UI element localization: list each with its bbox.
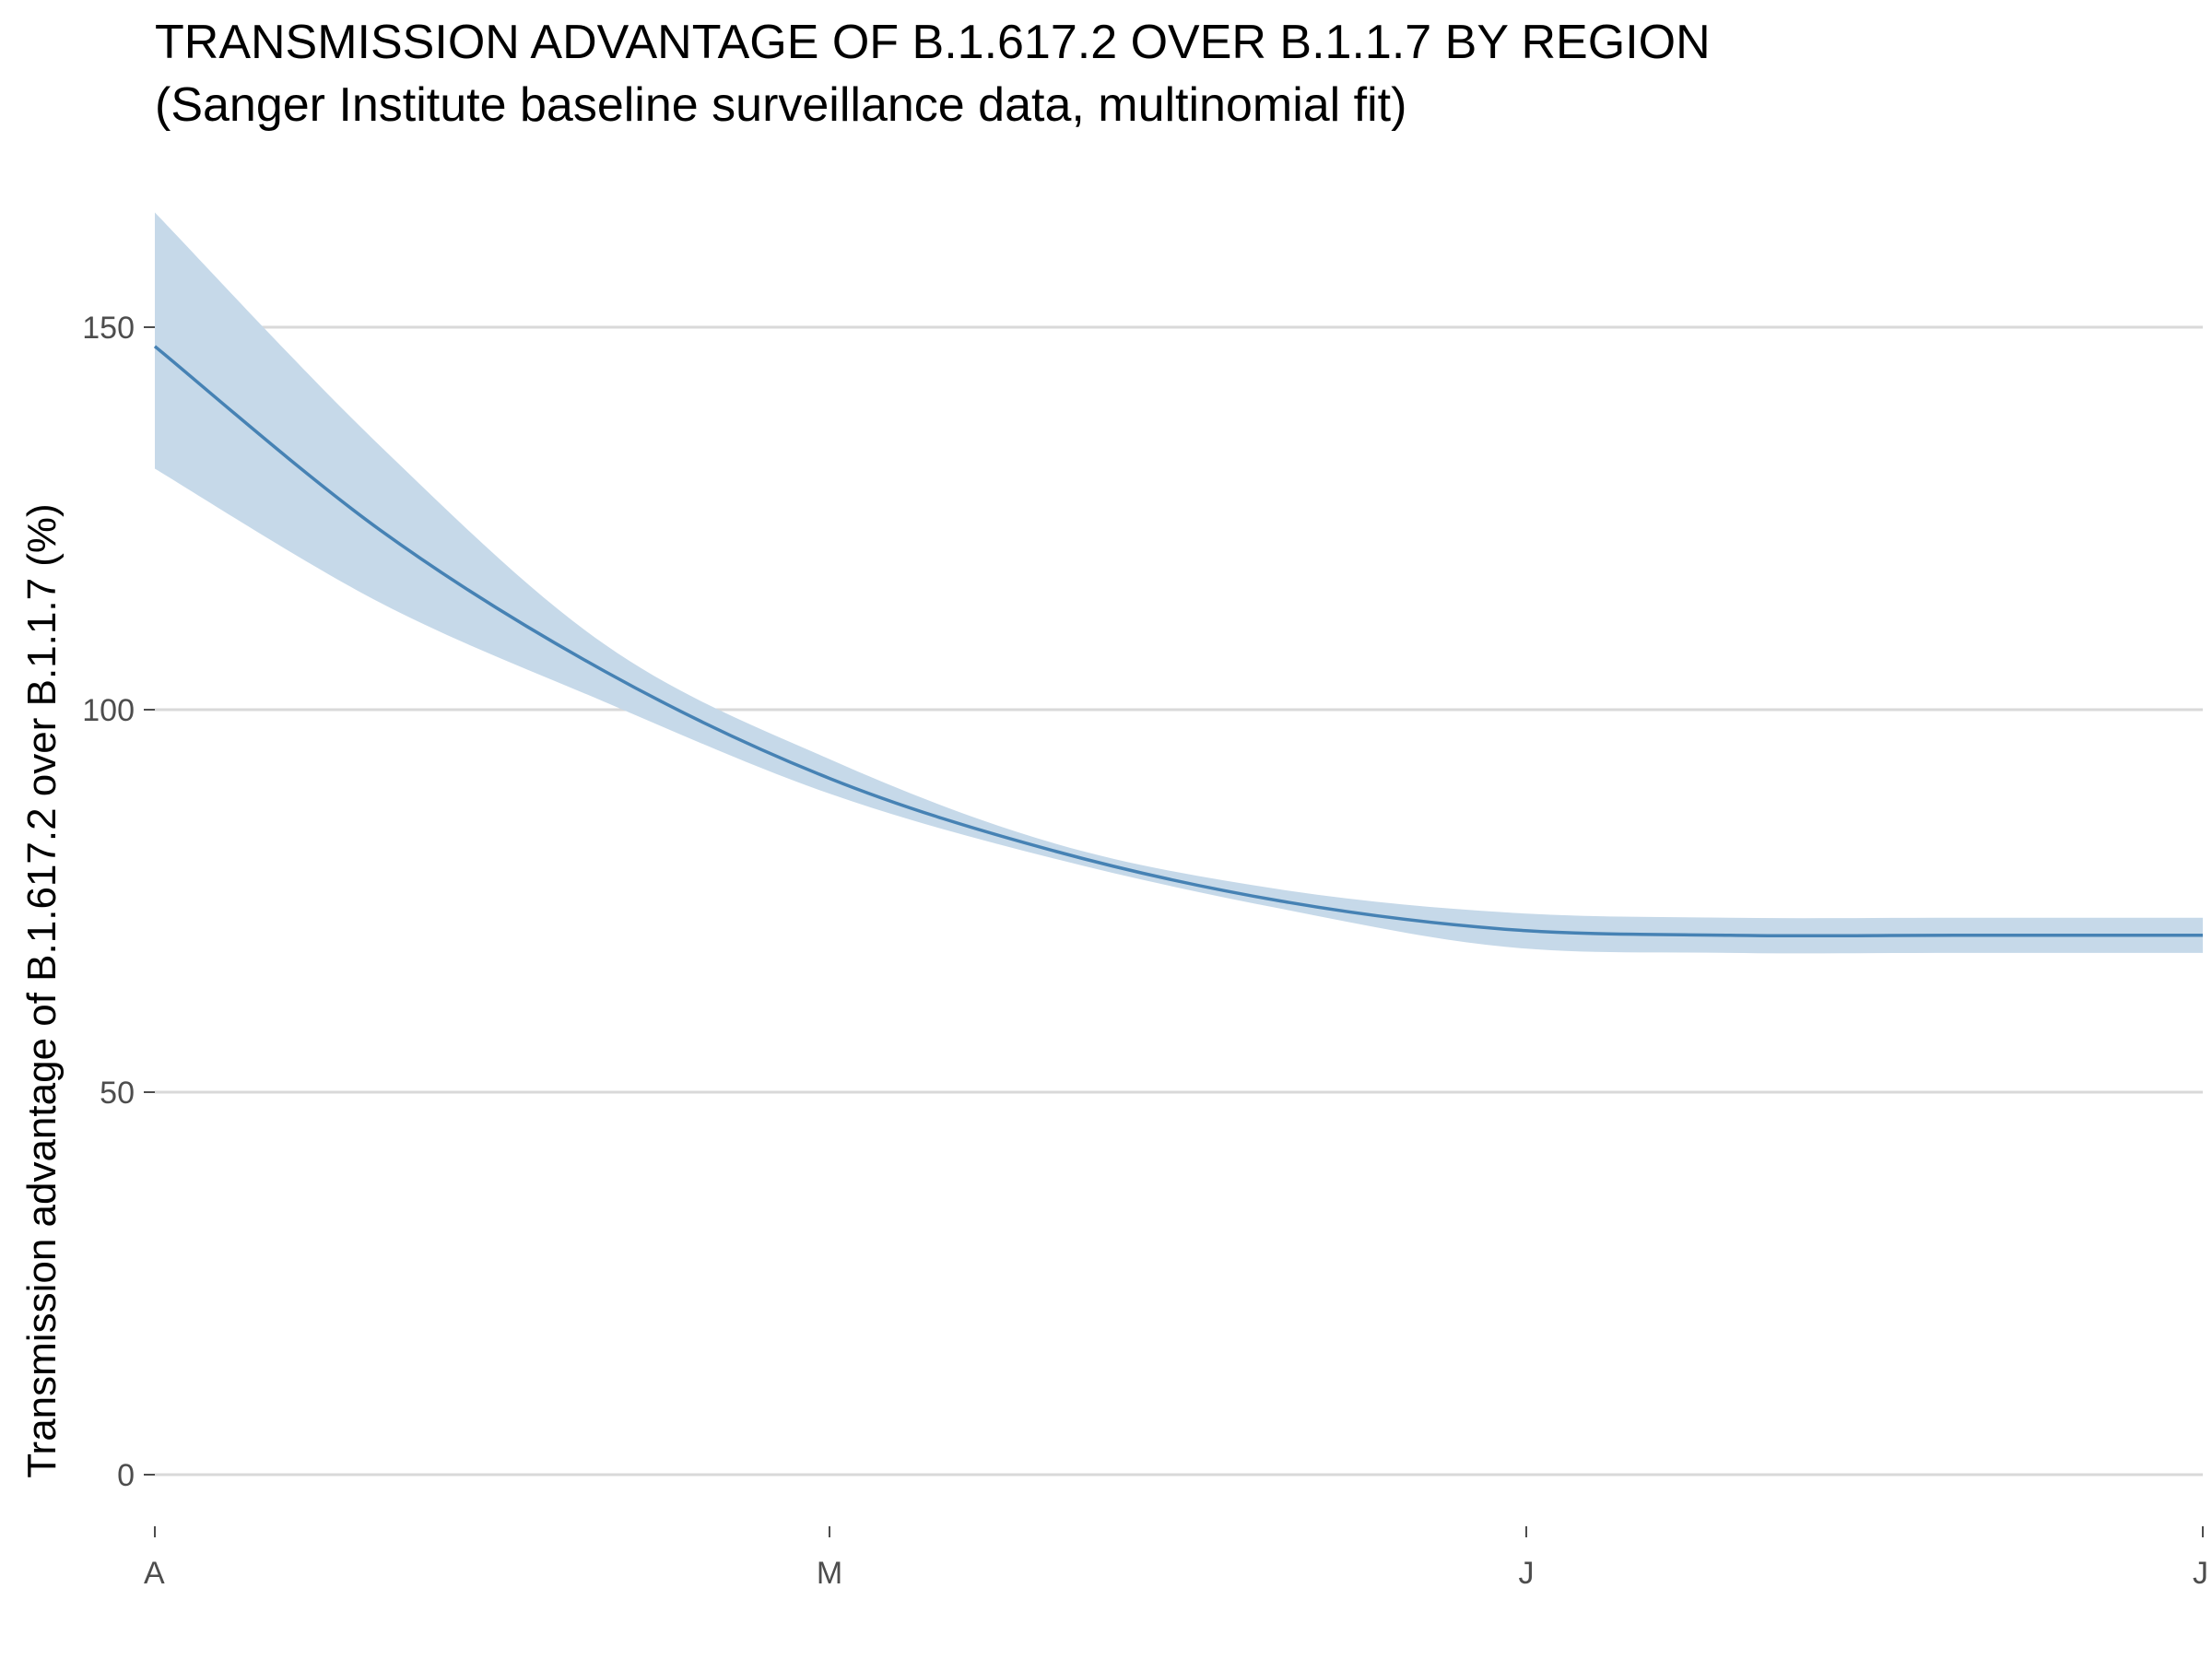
confidence-band-layer	[155, 212, 2203, 954]
y-tick-label: 150	[82, 311, 135, 346]
series-line-layer	[153, 345, 2203, 938]
y-axis: 0 50 100 150	[82, 311, 155, 1493]
series-line	[153, 345, 2203, 938]
y-axis-title: Transmission advantage of B.1.617.2 over…	[19, 503, 65, 1477]
y-tick-label: 0	[117, 1458, 135, 1493]
confidence-band	[155, 212, 2203, 954]
x-tick-label: M	[817, 1556, 842, 1591]
y-tick-label: 100	[82, 693, 135, 728]
x-tick-label: J	[2193, 1556, 2208, 1591]
x-tick-label: A	[144, 1556, 165, 1591]
y-tick-label: 50	[100, 1076, 135, 1111]
x-tick-label: J	[1519, 1556, 1535, 1591]
chart-title: TRANSMISSION ADVANTAGE OF B.1.617.2 OVER…	[155, 16, 1711, 69]
grid-lines	[155, 325, 2203, 1477]
chart-subtitle: (Sanger Institute baseline surveillance …	[155, 78, 1406, 132]
